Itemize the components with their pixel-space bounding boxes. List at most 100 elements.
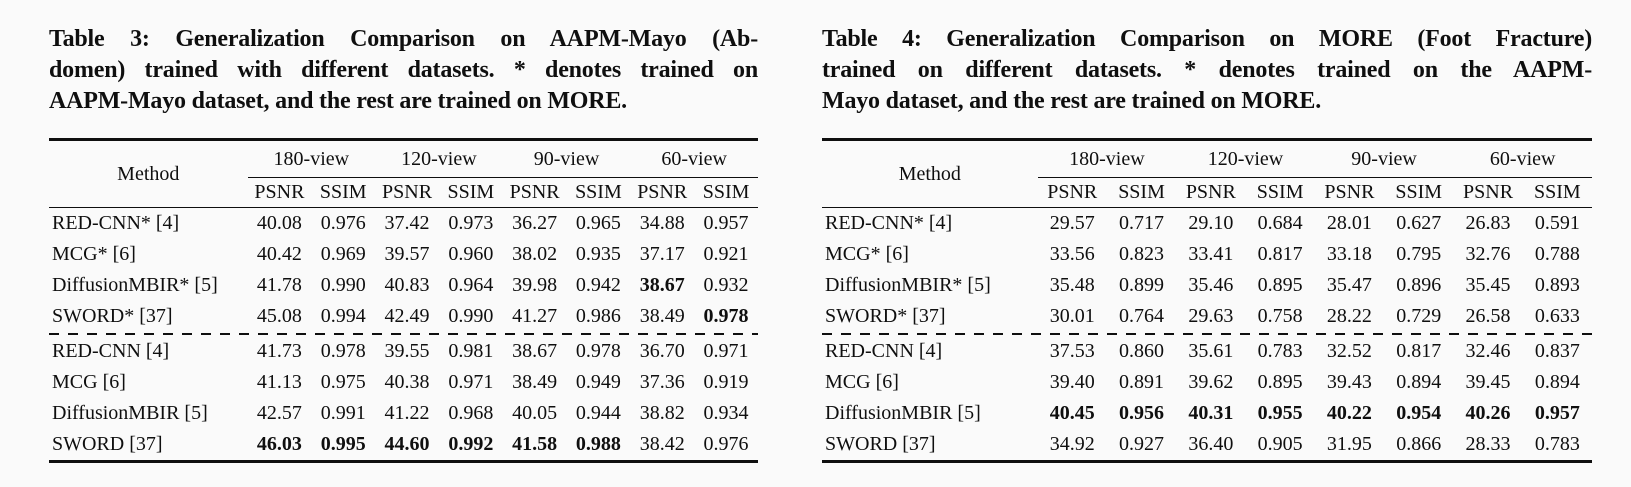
value-cell: 37.17 — [639, 243, 685, 265]
metric-header: PSNR — [502, 177, 567, 208]
value-cell: 32.76 — [1465, 243, 1511, 265]
value-cell: 0.935 — [575, 243, 621, 265]
value-cell: 0.591 — [1534, 212, 1580, 234]
value-cell: 38.67 — [512, 340, 558, 362]
caption-line: Table 4: Generalization Comparison on MO… — [822, 26, 1592, 52]
value-cell: 0.971 — [703, 340, 749, 362]
value-cell: 0.969 — [320, 243, 366, 265]
method-cell: SWORD [37] — [825, 433, 936, 455]
value-cell: 39.43 — [1326, 371, 1372, 393]
value-cell: 39.40 — [1049, 371, 1095, 393]
value-cell: 35.47 — [1326, 274, 1372, 296]
table4-panel: Table 4: Generalization Comparison on MO… — [822, 24, 1592, 463]
metric-header: SSIM — [1245, 177, 1315, 208]
caption-line: trained on different datasets. * denotes… — [822, 57, 1592, 83]
table-row: RED-CNN [4] 41.73 0.978 39.55 0.981 38.67 0.97… — [49, 336, 758, 367]
value-cell: 0.921 — [703, 243, 749, 265]
value-cell: 35.46 — [1188, 274, 1234, 296]
caption-line: domen) trained with different datasets. … — [49, 57, 758, 83]
value-cell: 38.49 — [512, 371, 558, 393]
value-cell: 41.73 — [256, 340, 302, 362]
method-cell: SWORD [37] — [52, 433, 163, 455]
view-group-header: 90-view — [502, 139, 631, 178]
value-cell: 0.994 — [320, 305, 366, 327]
value-cell: 35.45 — [1465, 274, 1511, 296]
value-cell: 40.42 — [256, 243, 302, 265]
value-cell: 0.817 — [1257, 243, 1303, 265]
table-row: MCG [6] 41.13 0.975 40.38 0.971 38.49 0.949 37.… — [49, 367, 758, 398]
value-cell: 39.98 — [512, 274, 558, 296]
method-column-header: Method — [822, 139, 1038, 208]
value-cell: 0.965 — [575, 212, 621, 234]
value-cell: 32.52 — [1326, 340, 1372, 362]
value-cell: 41.13 — [256, 371, 302, 393]
method-cell: DiffusionMBIR [5] — [825, 402, 981, 424]
value-cell: 39.55 — [384, 340, 430, 362]
value-cell: 29.57 — [1049, 212, 1095, 234]
value-cell: 30.01 — [1049, 305, 1095, 327]
value-cell: 0.788 — [1534, 243, 1580, 265]
method-cell: MCG [6] — [52, 371, 126, 393]
view-group-header: 90-view — [1314, 139, 1454, 178]
value-cell: 39.57 — [384, 243, 430, 265]
value-cell: 0.981 — [448, 340, 494, 362]
value-cell: 40.08 — [256, 212, 302, 234]
method-cell: DiffusionMBIR* [5] — [825, 274, 991, 296]
method-cell: RED-CNN* [4] — [52, 212, 180, 234]
metric-header: PSNR — [1176, 177, 1246, 208]
value-cell: 28.22 — [1326, 305, 1372, 327]
value-cell: 26.58 — [1465, 305, 1511, 327]
view-group-header: 120-view — [1176, 139, 1315, 178]
table-row: SWORD [37] 46.03 0.995 44.60 0.992 41.58 0.988… — [49, 429, 758, 462]
value-cell: 0.895 — [1257, 274, 1303, 296]
value-cell: 0.978 — [703, 305, 749, 327]
method-cell: MCG [6] — [825, 371, 899, 393]
method-cell: RED-CNN* [4] — [825, 212, 953, 234]
value-cell: 41.58 — [512, 433, 558, 455]
metric-header: PSNR — [375, 177, 439, 208]
header-row-views: Method 180-view 120-view 90-view 60-view — [822, 139, 1592, 208]
value-cell: 0.717 — [1119, 212, 1165, 234]
value-cell: 0.932 — [703, 274, 749, 296]
metric-header: SSIM — [438, 177, 503, 208]
value-cell: 36.40 — [1188, 433, 1234, 455]
method-cell: DiffusionMBIR [5] — [52, 402, 208, 424]
table-row: MCG* [6] 33.56 0.823 33.41 0.817 33.18 0.795 32… — [822, 239, 1592, 270]
method-cell: SWORD* [37] — [52, 305, 173, 327]
value-cell: 0.973 — [448, 212, 494, 234]
value-cell: 0.795 — [1396, 243, 1442, 265]
value-cell: 36.27 — [512, 212, 558, 234]
header-row-views: Method 180-view 120-view 90-view 60-view — [49, 139, 758, 208]
table-row: DiffusionMBIR* [5] 41.78 0.990 40.83 0.964 39… — [49, 270, 758, 301]
value-cell: 42.49 — [384, 305, 430, 327]
value-cell: 44.60 — [384, 433, 430, 455]
table4-caption: Table 4: Generalization Comparison on MO… — [822, 24, 1592, 117]
table-row: SWORD* [37] 45.08 0.994 42.49 0.990 41.27 0.98… — [49, 301, 758, 332]
table-row: MCG [6] 39.40 0.891 39.62 0.895 39.43 0.894 39.… — [822, 367, 1592, 398]
value-cell: 0.986 — [575, 305, 621, 327]
value-cell: 0.957 — [1534, 402, 1580, 424]
value-cell: 0.990 — [320, 274, 366, 296]
value-cell: 37.36 — [639, 371, 685, 393]
value-cell: 33.18 — [1326, 243, 1372, 265]
table-row: SWORD* [37] 30.01 0.764 29.63 0.758 28.22 0.72… — [822, 301, 1592, 332]
value-cell: 0.988 — [575, 433, 621, 455]
value-cell: 31.95 — [1326, 433, 1372, 455]
value-cell: 0.729 — [1396, 305, 1442, 327]
metric-header: SSIM — [566, 177, 631, 208]
value-cell: 0.956 — [1119, 402, 1165, 424]
value-cell: 0.995 — [320, 433, 366, 455]
method-cell: MCG* [6] — [825, 243, 909, 265]
value-cell: 0.971 — [448, 371, 494, 393]
value-cell: 46.03 — [256, 433, 302, 455]
table-row: DiffusionMBIR [5] 40.45 0.956 40.31 0.955 40.… — [822, 398, 1592, 429]
value-cell: 40.83 — [384, 274, 430, 296]
value-cell: 0.823 — [1119, 243, 1165, 265]
value-cell: 0.964 — [448, 274, 494, 296]
caption-line: Mayo dataset, and the rest are trained o… — [822, 88, 1322, 114]
caption-line: Table 3: Generalization Comparison on AA… — [49, 26, 758, 52]
value-cell: 0.944 — [575, 402, 621, 424]
method-cell: RED-CNN [4] — [825, 340, 943, 362]
value-cell: 0.976 — [703, 433, 749, 455]
method-column-header: Method — [49, 139, 248, 208]
